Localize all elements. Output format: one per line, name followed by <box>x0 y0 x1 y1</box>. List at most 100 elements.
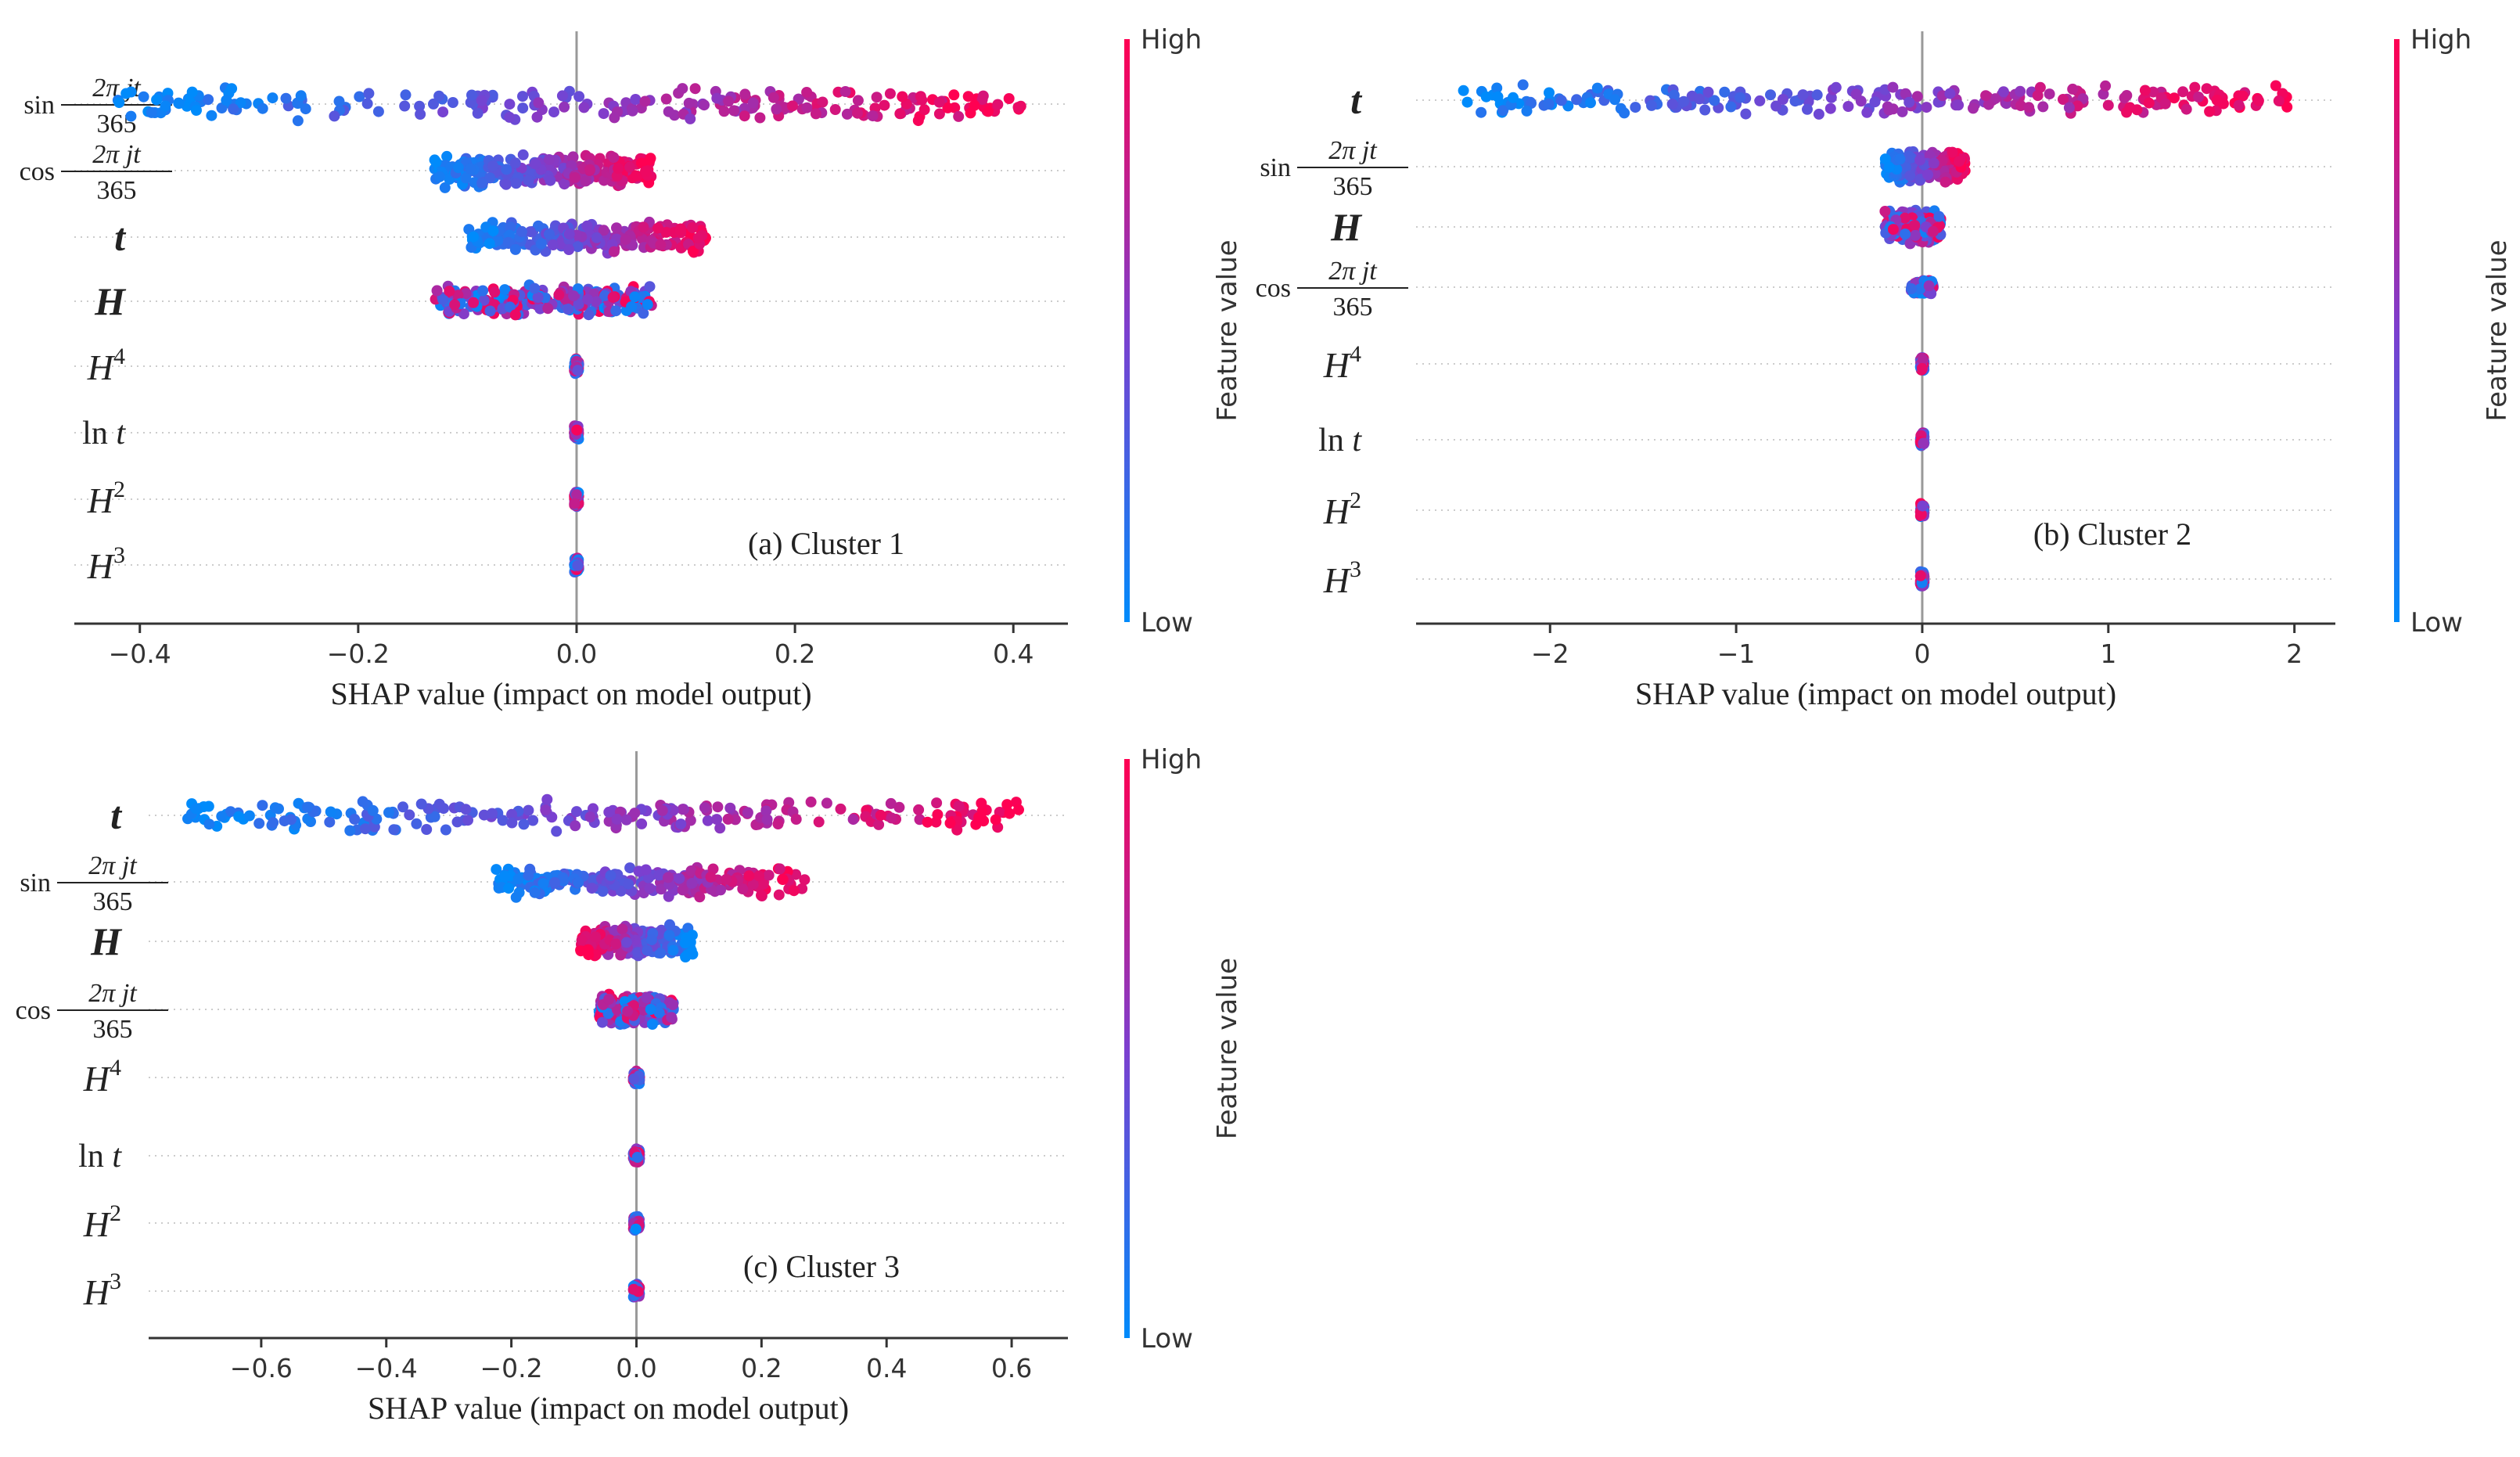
feature-denominator: 365 <box>1333 172 1373 201</box>
shap-dot <box>444 286 455 297</box>
shap-dot <box>944 817 956 829</box>
shap-dot <box>344 825 356 836</box>
shap-dot <box>624 161 635 173</box>
shap-dot <box>570 489 582 501</box>
shap-dot <box>1915 509 1927 520</box>
shap-dot <box>620 234 631 246</box>
shap-dot <box>2072 100 2083 112</box>
shap-dot <box>839 86 851 97</box>
x-tick-label: 0.6 <box>991 1353 1032 1383</box>
shap-dot <box>641 992 652 1004</box>
feature-label: sin 2π jt 365 <box>1260 136 1408 201</box>
shap-dot <box>503 883 515 894</box>
shap-dot <box>627 105 638 117</box>
shap-dot <box>1719 86 1731 98</box>
shap-dot <box>279 815 290 827</box>
shap-dot <box>1879 206 1891 217</box>
shap-dot <box>715 884 726 896</box>
feature-name: H3 <box>1323 556 1361 600</box>
shap-dot <box>292 115 304 127</box>
shap-dot <box>477 285 489 297</box>
shap-dot <box>472 107 484 119</box>
shap-dot <box>2098 88 2109 100</box>
shap-dot <box>760 805 772 817</box>
shap-dot <box>588 874 599 886</box>
shap-dot <box>556 90 568 102</box>
feature-label: H <box>90 919 123 963</box>
shap-dot <box>821 797 832 809</box>
shap-dot <box>1917 500 1929 512</box>
shap-dot <box>1883 104 1895 116</box>
feature-label: H3 <box>87 542 125 586</box>
shap-dot <box>644 154 656 166</box>
shap-dot <box>591 296 602 308</box>
shap-dot <box>867 110 879 122</box>
shap-dot <box>712 801 724 813</box>
shap-dot <box>349 813 361 825</box>
shap-dot <box>487 160 498 172</box>
shap-dot <box>573 91 585 103</box>
shap-dot <box>646 934 657 946</box>
shap-dot <box>2169 92 2180 104</box>
shap-dot <box>478 294 490 306</box>
shap-dot <box>1811 89 1823 101</box>
colorbar-title: Feature value <box>1212 239 1243 421</box>
shap-dot <box>203 94 214 106</box>
shap-dot <box>529 887 541 898</box>
shap-dot <box>894 108 906 120</box>
feature-name: ln t <box>82 416 126 451</box>
shap-dot <box>576 934 588 946</box>
shap-dot <box>1933 210 1945 222</box>
shap-dot <box>976 797 987 809</box>
shap-dot <box>596 1016 608 1028</box>
feature-label: ln t <box>82 416 126 451</box>
shap-dot <box>810 108 821 120</box>
shap-dot <box>173 98 185 110</box>
shap-dot <box>484 172 496 184</box>
shap-dot <box>897 91 908 103</box>
shap-dot <box>484 238 495 250</box>
shap-dot <box>300 103 311 115</box>
feature-label: H4 <box>83 1055 121 1099</box>
shap-dot <box>548 239 559 250</box>
feature-numerator: 2π jt <box>1328 136 1378 165</box>
shap-dot <box>976 94 988 106</box>
shap-dot <box>509 309 521 321</box>
shap-dot <box>324 816 336 828</box>
shap-dot <box>607 292 619 303</box>
shap-dot <box>572 365 584 376</box>
shap-dot <box>580 175 591 187</box>
feature-func: cos <box>1256 274 1291 303</box>
feature-label: t <box>110 793 123 837</box>
shap-dot <box>429 811 440 822</box>
shap-dot <box>639 95 651 107</box>
shap-dot <box>886 812 897 824</box>
x-tick-label: 0.2 <box>741 1353 782 1383</box>
shap-dot <box>357 796 368 808</box>
shap-dot <box>2067 83 2079 95</box>
shap-dot <box>523 804 534 816</box>
shap-dot <box>509 157 521 169</box>
shap-dot <box>679 937 691 949</box>
shap-dot <box>449 299 461 311</box>
shap-dot <box>1903 96 1915 108</box>
x-tick-label: −0.2 <box>480 1353 543 1383</box>
shap-dot <box>646 1019 658 1030</box>
shap-dot <box>329 110 340 122</box>
shap-dot <box>689 83 701 95</box>
shap-dot <box>835 803 847 815</box>
shap-dot <box>551 826 563 837</box>
shap-dot <box>468 297 480 308</box>
shap-dot <box>1646 99 1657 111</box>
shap-dot <box>768 92 779 103</box>
colorbar-title: Feature value <box>2482 239 2513 421</box>
shap-dot <box>932 809 944 820</box>
feature-dots <box>1914 498 1930 523</box>
shap-dot <box>677 83 688 95</box>
shap-dot <box>532 292 544 303</box>
feature-dots <box>1458 79 2293 120</box>
shap-dot <box>151 94 163 106</box>
shap-dot <box>590 931 602 943</box>
shap-dot <box>645 1004 656 1015</box>
shap-dot <box>788 885 800 897</box>
